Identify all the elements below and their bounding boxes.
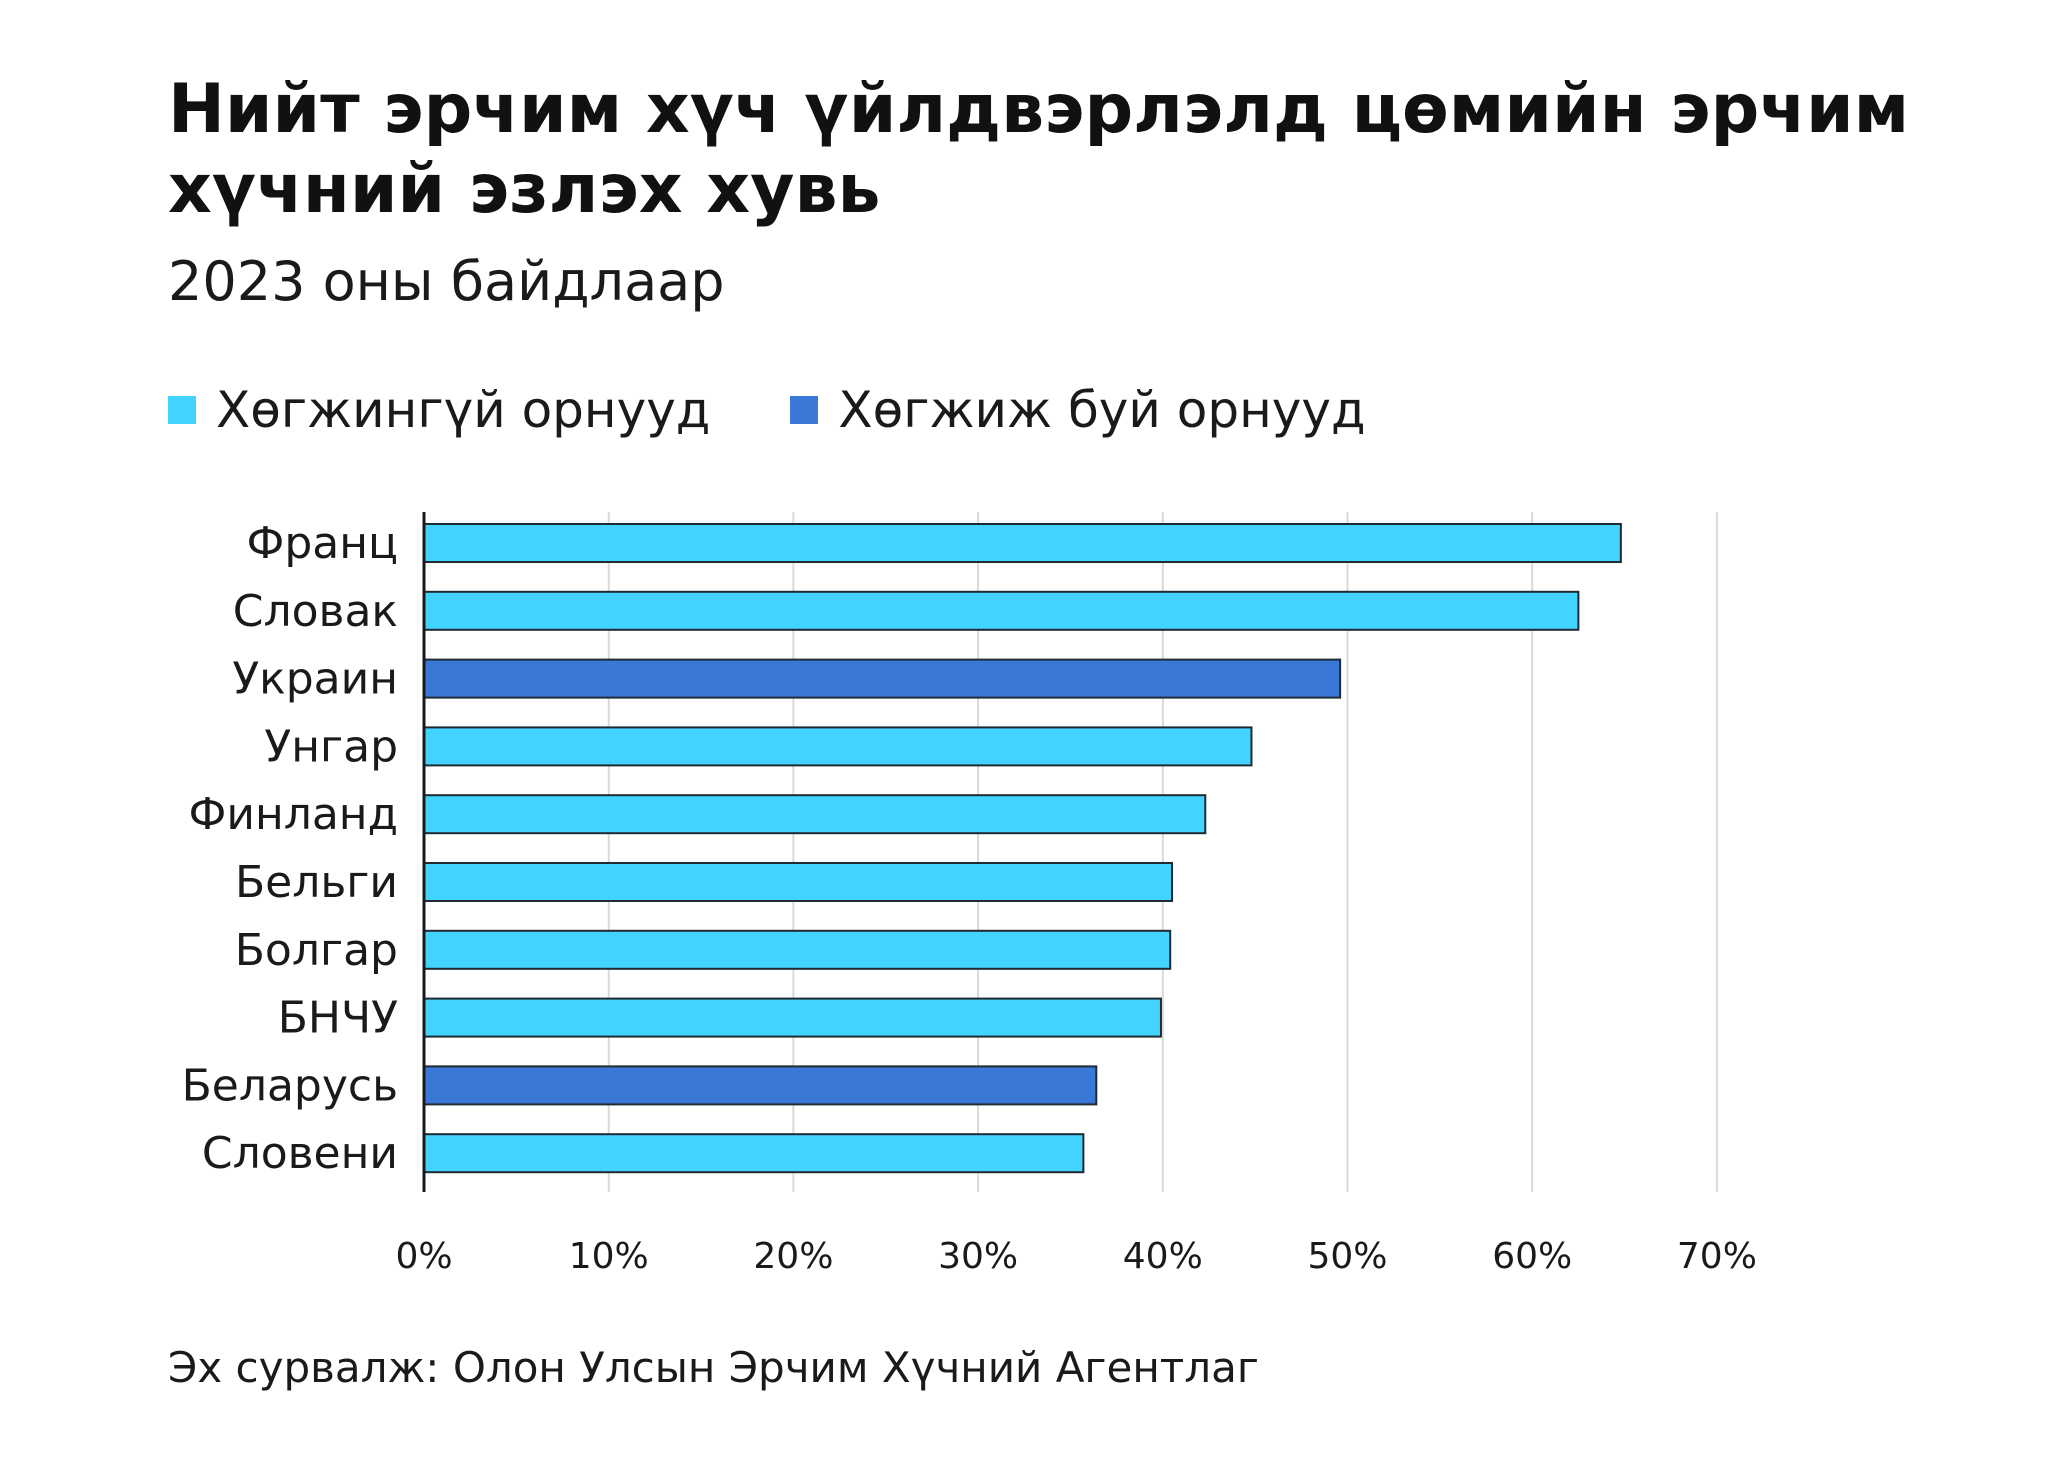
category-label: Беларусь	[182, 1060, 398, 1111]
category-label: Франц	[247, 518, 399, 569]
category-label: Унгар	[264, 721, 398, 772]
legend: Хөгжингүй орнууд Хөгжиж буй орнууд	[168, 380, 1366, 440]
x-tick-label: 30%	[938, 1236, 1018, 1277]
x-tick-label: 60%	[1492, 1236, 1572, 1277]
category-label: Финланд	[188, 789, 398, 840]
x-tick-labels: 0% 10% 20% 30% 40% 50% 60% 70%	[395, 1236, 1756, 1277]
x-tick-label: 20%	[753, 1236, 833, 1277]
bar	[423, 726, 1253, 767]
category-label: Бельги	[235, 857, 398, 908]
bar	[423, 862, 1174, 902]
legend-label-developed: Хөгжингүй орнууд	[216, 381, 711, 439]
x-tick-label: 40%	[1123, 1236, 1203, 1277]
chart-subtitle: 2023 оны байдлаар	[168, 250, 725, 313]
legend-swatch-developed	[168, 396, 196, 424]
x-tick-label: 0%	[395, 1236, 452, 1277]
x-tick-label: 50%	[1307, 1236, 1387, 1277]
category-label: Украин	[232, 654, 398, 705]
legend-label-developing: Хөгжиж буй орнууд	[838, 381, 1366, 439]
bar	[423, 590, 1580, 631]
bar	[423, 794, 1207, 835]
category-labels: Франц Словак Украин Унгар Финланд Бельги Болга…	[182, 518, 399, 1179]
bar	[423, 1133, 1085, 1174]
chart-title: Нийт эрчим хүч үйлдвэрлэлд цөмийн эрчим …	[168, 70, 1910, 229]
category-label: Словак	[233, 586, 398, 637]
bar-chart: Франц Словак Украин Унгар Финланд Бельги Болга…	[182, 512, 1757, 1277]
bar	[423, 658, 1342, 699]
category-label: Болгар	[235, 925, 398, 976]
legend-swatch-developing	[790, 396, 819, 424]
bar	[423, 1065, 1098, 1106]
category-label: Словени	[202, 1128, 398, 1179]
category-label: БНЧУ	[278, 993, 398, 1044]
bar	[423, 523, 1622, 563]
legend-item-developing: Хөгжиж буй орнууд	[790, 380, 1366, 440]
bars	[423, 523, 1622, 1174]
legend-item-developed: Хөгжингүй орнууд	[168, 380, 710, 440]
bar	[423, 997, 1162, 1038]
source-note: Эх сурвалж: Олон Улсын Эрчим Хүчний Аген…	[168, 1343, 1259, 1392]
x-tick-label: 70%	[1677, 1236, 1757, 1277]
bar	[423, 929, 1172, 970]
x-tick-label: 10%	[569, 1236, 649, 1277]
